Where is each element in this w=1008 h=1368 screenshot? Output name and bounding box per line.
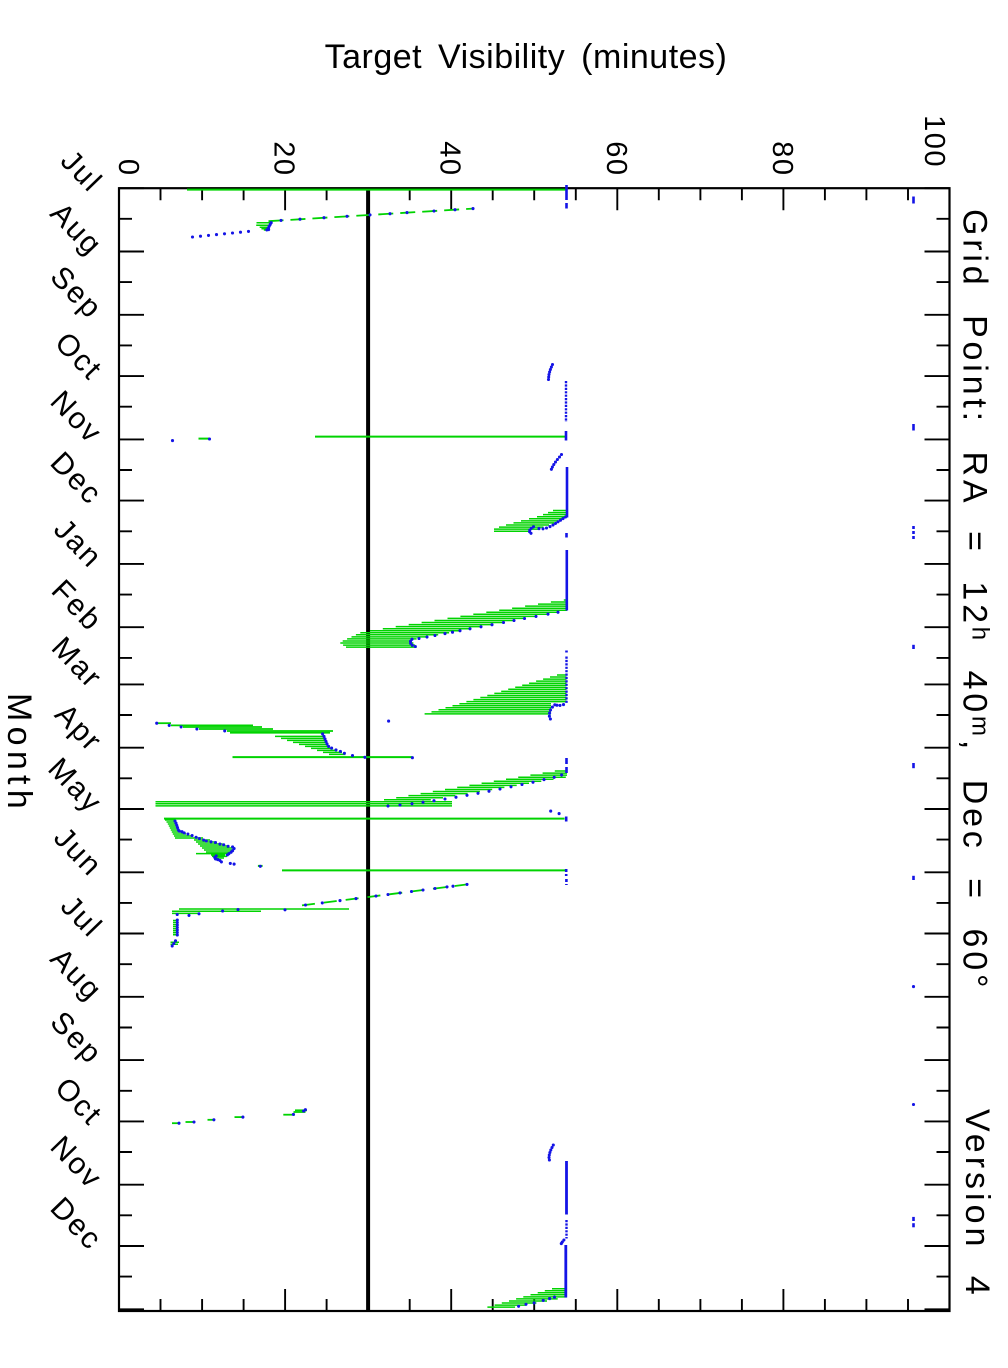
svg-text:Grid Point: RA = 12h 40m, Dec: Grid Point: RA = 12h 40m, Dec = 60° xyxy=(956,209,994,991)
svg-text:Month: Month xyxy=(0,693,38,814)
svg-text:80: 80 xyxy=(766,141,798,176)
svg-text:Version 4: Version 4 xyxy=(958,1109,996,1299)
svg-text:40: 40 xyxy=(434,141,466,176)
svg-text:20: 20 xyxy=(268,141,300,176)
svg-text:100: 100 xyxy=(918,115,950,168)
svg-text:60: 60 xyxy=(600,141,632,176)
svg-text:0: 0 xyxy=(112,159,144,177)
svg-text:Target Visibility (minutes): Target Visibility (minutes) xyxy=(325,38,728,76)
